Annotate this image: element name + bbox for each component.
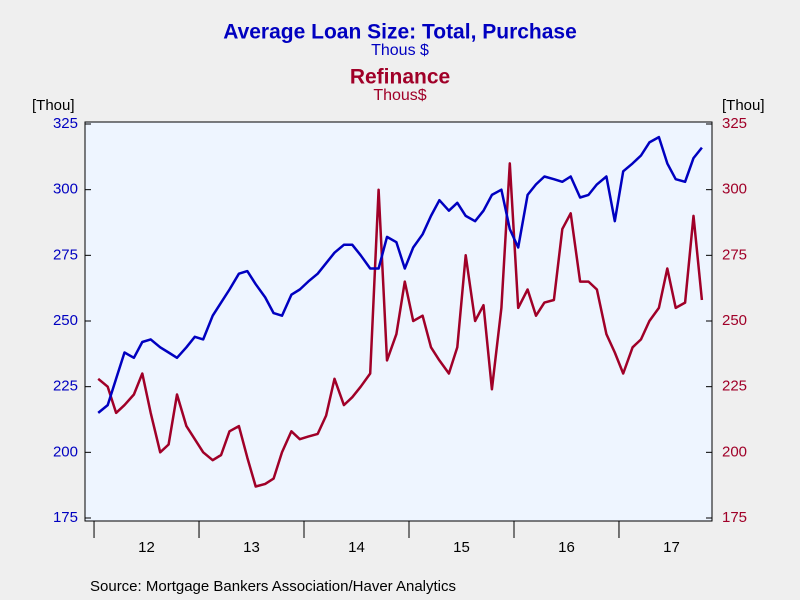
x-tick-label: 17 [663, 539, 680, 556]
source: Source: Mortgage Bankers Association/Hav… [90, 578, 456, 595]
y-tick-label: 325 [53, 115, 78, 132]
y2-tick-label: 250 [722, 312, 747, 329]
x-tick-label: 12 [138, 539, 155, 556]
data-line [97, 135, 703, 414]
x-tick-label: 16 [558, 539, 575, 556]
y2-tick-label: 175 [722, 509, 747, 526]
y2-tick-label: 325 [722, 115, 747, 132]
y-tick-label: 300 [53, 181, 78, 198]
y2-tick-label: 200 [722, 443, 747, 460]
chart-subtitle: Thous$ [373, 87, 426, 104]
chart-title: Average Loan Size: Total, Purchase [223, 21, 577, 44]
y-tick-label: 225 [53, 378, 78, 395]
x-tick-label: 13 [243, 539, 260, 556]
data-line [97, 162, 704, 488]
chart-subtitle: Thous $ [371, 42, 429, 59]
y-tick-label: 250 [53, 312, 78, 329]
y2-tick-label: 300 [722, 181, 747, 198]
y-axis-label: [Thou] [32, 97, 75, 114]
y2-tick-label: 225 [722, 378, 747, 395]
x-tick-label: 14 [348, 539, 365, 556]
y-tick-label: 275 [53, 246, 78, 263]
y-tick-label: 175 [53, 509, 78, 526]
chart-title: Refinance [350, 66, 450, 89]
x-tick-label: 15 [453, 539, 470, 556]
y-tick-label: 200 [53, 443, 78, 460]
y2-tick-label: 275 [722, 246, 747, 263]
y2-axis-label: [Thou] [722, 97, 765, 114]
